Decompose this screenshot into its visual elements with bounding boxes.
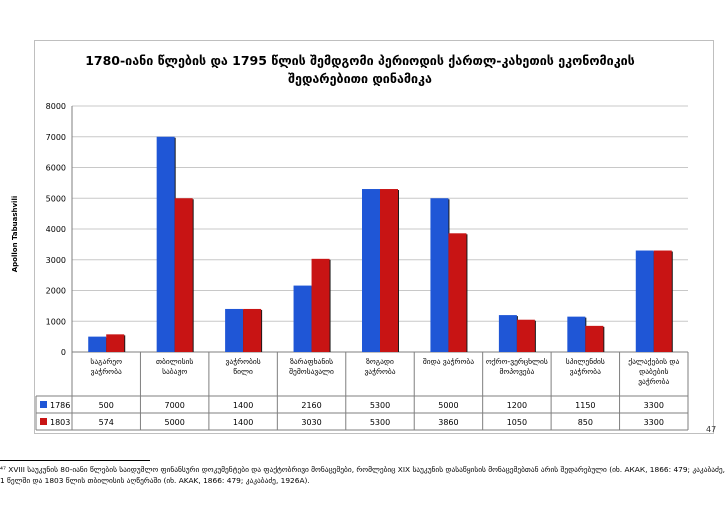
y-tick-label: 6000 xyxy=(46,164,66,173)
footnote-line2: 1 წელში და 1803 წლის თბილისის აღწერაში (… xyxy=(0,476,310,485)
data-label-1786: 1150 xyxy=(575,401,595,410)
category-label: ოქრო-ვერცხლის მოპოვება xyxy=(486,357,548,376)
chart-title-line1: 1780-იანი წლების და 1795 წლის შემდგომი პ… xyxy=(85,53,635,68)
bar-1803 xyxy=(653,250,672,352)
y-tick-label: 4000 xyxy=(46,225,66,234)
category-label: თბილისის საბაჟო xyxy=(156,357,193,376)
bar-1803 xyxy=(243,308,262,352)
y-tick-label: 3000 xyxy=(46,256,66,265)
y-tick-label: 5000 xyxy=(46,194,66,203)
legend-label-1803: 1803 xyxy=(50,418,70,427)
y-tick-label: 0 xyxy=(61,348,66,357)
data-label-1786: 5300 xyxy=(370,401,390,410)
footnote-separator xyxy=(0,460,150,461)
data-label-1803: 3300 xyxy=(644,418,664,427)
category-label: სპილენძის ვაჭრობა xyxy=(566,357,605,376)
category-label: საგარეო ვაჭრობა xyxy=(90,357,122,376)
bar-1786 xyxy=(498,315,517,352)
data-label-1803: 3860 xyxy=(438,418,458,427)
bar-1786 xyxy=(635,250,654,352)
bar-1786 xyxy=(362,189,380,352)
bar-1803 xyxy=(585,325,604,352)
data-label-1803: 5300 xyxy=(370,418,390,427)
bar-1786 xyxy=(225,308,244,352)
legend-swatch-1803 xyxy=(40,418,47,425)
category-label: ვაჭრობის წილი xyxy=(226,357,261,376)
data-label-1786: 5000 xyxy=(438,401,458,410)
data-label-1803: 1050 xyxy=(507,418,527,427)
data-label-1803: 574 xyxy=(99,418,114,427)
footnote: ⁴⁷ XVIII საუკუნის 80-იანი წლების საიდუმლ… xyxy=(0,464,727,486)
bar-1803 xyxy=(516,319,535,352)
category-label: ქალაქების და დაბების ვაჭრობა xyxy=(628,357,679,386)
bar-1786 xyxy=(430,198,449,352)
y-tick-label: 7000 xyxy=(46,133,66,142)
bar-1786 xyxy=(567,316,586,352)
data-label-1786: 7000 xyxy=(164,401,184,410)
data-label-1786: 1400 xyxy=(233,401,253,410)
chart-title: 1780-იანი წლების და 1795 წლის შემდგომი პ… xyxy=(60,52,660,88)
bar-1786 xyxy=(156,136,175,352)
footnote-line1: ⁴⁷ XVIII საუკუნის 80-იანი წლების საიდუმლ… xyxy=(0,465,727,474)
bar-1803 xyxy=(174,198,193,352)
category-label: შიდა ვაჭრობა xyxy=(423,357,474,366)
bar-1803 xyxy=(448,233,467,352)
y-tick-label: 1000 xyxy=(46,317,66,326)
legend-swatch-1786 xyxy=(40,401,47,408)
data-label-1803: 3030 xyxy=(301,418,321,427)
bar-1803 xyxy=(311,258,330,352)
chart-title-line2: შედარებითი დინამიკა xyxy=(288,71,432,86)
data-label-1803: 1400 xyxy=(233,418,253,427)
bar-1803 xyxy=(380,189,398,352)
bar-1803 xyxy=(106,334,125,352)
data-label-1803: 5000 xyxy=(164,418,184,427)
y-tick-label: 8000 xyxy=(46,102,66,111)
page-number: 47 xyxy=(706,425,717,434)
category-label: ზოგადი ვაჭრობა xyxy=(364,357,395,376)
data-label-1786: 2160 xyxy=(301,401,321,410)
bar-1786 xyxy=(293,285,312,352)
data-label-1803: 850 xyxy=(578,418,593,427)
data-label-1786: 3300 xyxy=(644,401,664,410)
data-label-1786: 1200 xyxy=(507,401,527,410)
bar-1786 xyxy=(88,336,107,352)
category-label: ზარაფხანის შემოსავალი xyxy=(289,357,334,376)
data-label-1786: 500 xyxy=(99,401,114,410)
y-tick-label: 2000 xyxy=(46,287,66,296)
legend-label-1786: 1786 xyxy=(50,401,70,410)
